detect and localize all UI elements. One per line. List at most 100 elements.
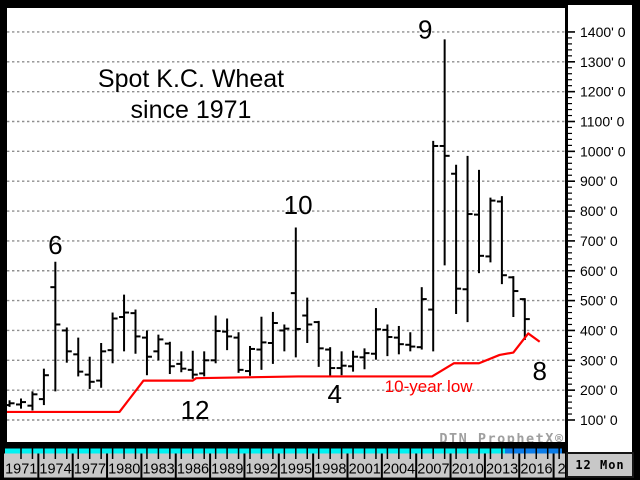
ohlc-bar-1997 [313, 320, 324, 367]
scrollbar-thumb[interactable] [505, 448, 562, 454]
ohlc-bar-1990 [233, 332, 244, 373]
annotation-10: 10 [284, 190, 313, 220]
ohlc-bar-1988 [210, 315, 221, 364]
ohlc-bar-2012 [485, 197, 496, 263]
bottom-frame [4, 477, 565, 480]
ohlc-bar-1999 [336, 351, 347, 376]
ohlc-bar-1995 [290, 227, 301, 358]
annotation-9: 9 [418, 15, 432, 45]
ohlc-bar-2004 [393, 325, 404, 355]
plot-border [4, 5, 568, 445]
x-axis-label: 2010 [452, 462, 484, 478]
y-axis-label: 1400' 0 [580, 24, 626, 40]
ohlc-bar-2014 [508, 276, 519, 318]
y-axis-label: 200' 0 [580, 382, 618, 398]
ohlc-bar-2008 [439, 39, 450, 266]
y-axis-label: 900' 0 [580, 173, 618, 189]
x-axis-label: 2013 [486, 462, 518, 478]
chart-title: Spot K.C. Wheat [98, 65, 284, 93]
price-chart: Spot K.C. Wheat since 1971 6 12 10 4 9 8 10-year… [4, 5, 568, 445]
ohlc-bar-1973 [38, 368, 49, 406]
ohlc-bar-2003 [382, 324, 393, 357]
annotation-12: 12 [181, 395, 210, 425]
ohlc-bar-1980 [119, 294, 130, 352]
y-axis-label: 300' 0 [580, 352, 618, 368]
x-axis-label: 1986 [177, 462, 209, 478]
ten-year-low-label: 10-year low [385, 377, 474, 396]
ohlc-bar-1975 [61, 327, 72, 363]
ohlc-bar-2005 [405, 332, 416, 352]
ohlc-bar-1983 [153, 334, 164, 361]
ohlc-bar-1981 [130, 309, 141, 354]
y-axis-label: 100' 0 [580, 412, 618, 428]
divider [4, 445, 565, 449]
x-axis-label: 2016 [520, 462, 552, 478]
x-axis-label: 2001 [349, 462, 381, 478]
x-axis-label: 1974 [39, 462, 71, 478]
ohlc-bar-1989 [222, 318, 233, 351]
x-axis-scale: 1971 1974 1977 1980 1983 1986 1989 1992 1995 1998… [4, 445, 565, 480]
ohlc-bar-1996 [302, 297, 313, 343]
ohlc-bar-1979 [107, 312, 118, 364]
ohlc-bar-1992 [256, 316, 267, 370]
y-axis-label: 1100' 0 [580, 114, 625, 130]
ohlc-bar-1998 [325, 347, 336, 376]
x-axis-label: 1980 [108, 462, 140, 478]
ohlc-bar-2013 [496, 196, 507, 285]
ohlc-bar-1974 [50, 261, 61, 392]
ohlc-bar-1994 [279, 324, 290, 352]
y-axis-panel: 1400' 0 1300' 0 1200' 0 1100' 0 1000' 0 900' … [568, 5, 632, 453]
ohlc-bar-1977 [84, 356, 95, 389]
ohlc-bar-1978 [96, 342, 107, 388]
annotation-4: 4 [327, 379, 341, 409]
period-button[interactable]: 12 Mon [566, 452, 634, 478]
x-axis-label: 1998 [314, 462, 346, 478]
ohlc-bar-1986 [187, 350, 198, 379]
annotation-8: 8 [532, 356, 546, 386]
scrollbar-track[interactable] [5, 448, 505, 454]
ohlc-bar-1984 [164, 341, 175, 375]
annotation-6: 6 [48, 230, 62, 260]
ohlc-bar-2011 [474, 169, 484, 274]
x-axis-label: 20 [558, 462, 565, 478]
y-axis-label: 700' 0 [580, 233, 618, 249]
y-axis-label: 400' 0 [580, 322, 618, 338]
y-axis-label: 800' 0 [580, 203, 618, 219]
y-axis-scale: 1400' 0 1300' 0 1200' 0 1100' 0 1000' 0 900' … [568, 24, 626, 428]
y-axis-label: 1300' 0 [580, 54, 626, 70]
ohlc-bar-2015 [519, 298, 530, 341]
ohlc-bar-1971 [16, 398, 26, 409]
ohlc-bar-2006 [416, 287, 427, 350]
x-axis-label: 1971 [5, 462, 37, 478]
chart-title: since 1971 [131, 96, 252, 124]
x-axis-label: 1977 [74, 462, 106, 478]
y-axis-label: 500' 0 [580, 293, 618, 309]
ohlc-bar-1976 [73, 337, 84, 377]
ohlc-bar-2001 [359, 348, 370, 370]
ohlc-bar-1985 [176, 351, 187, 373]
ten-year-low-line [4, 332, 541, 414]
watermark: DTN ProphetX® [439, 431, 564, 445]
ohlc-bar-1972 [27, 391, 38, 411]
ohlc-bar-1993 [267, 311, 278, 364]
ohlc-bar-2010 [462, 155, 473, 323]
chart-plot-area: Spot K.C. Wheat since 1971 6 12 10 4 9 8 10-year… [4, 5, 568, 445]
x-axis-label: 2007 [417, 462, 449, 478]
x-axis-label: 1992 [246, 462, 278, 478]
ohlc-bar-2007 [428, 140, 439, 352]
ohlc-bar-2009 [451, 164, 462, 315]
y-axis-label: 1000' 0 [580, 143, 626, 159]
ohlc-bar-1991 [245, 345, 255, 376]
y-axis-label: 600' 0 [580, 263, 618, 279]
y-axis-label: 1200' 0 [580, 84, 626, 100]
ohlc-bar-2000 [348, 350, 359, 372]
x-axis-label: 1983 [142, 462, 174, 478]
ohlc-bar-1982 [141, 330, 152, 376]
x-axis-label: 1995 [280, 462, 312, 478]
ohlc-bar-2002 [370, 308, 381, 360]
x-axis-label: 2004 [383, 462, 415, 478]
ohlc-bar-1987 [199, 351, 210, 377]
x-axis-label: 1989 [211, 462, 243, 478]
x-axis-panel: 1971 1974 1977 1980 1983 1986 1989 1992 1995 1998… [4, 445, 565, 480]
